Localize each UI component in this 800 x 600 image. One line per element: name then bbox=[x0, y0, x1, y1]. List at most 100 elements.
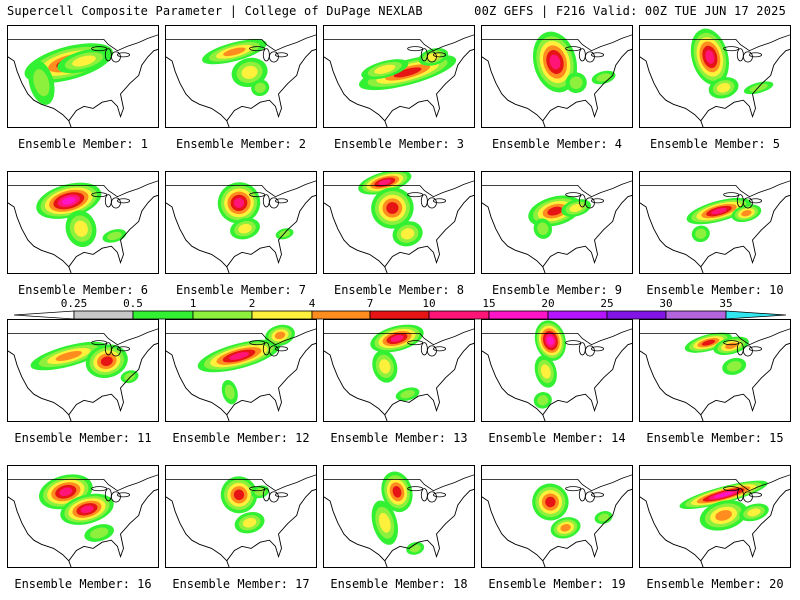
coastline bbox=[384, 120, 388, 127]
scp-level bbox=[701, 339, 716, 346]
color-scale-segment bbox=[488, 310, 549, 320]
great-lake bbox=[91, 46, 108, 52]
ensemble-member-label: Ensemble Member: 3 bbox=[333, 137, 465, 151]
scp-level bbox=[107, 231, 122, 241]
color-scale-segment bbox=[725, 310, 787, 320]
country-border bbox=[166, 328, 316, 346]
scp-contour bbox=[202, 39, 267, 65]
scp-contour bbox=[370, 324, 424, 353]
coastline bbox=[700, 414, 704, 421]
scp-contour bbox=[230, 218, 260, 240]
scp-level bbox=[72, 55, 96, 67]
scp-level bbox=[569, 76, 583, 90]
ensemble-member-label: Ensemble Member: 20 bbox=[646, 577, 784, 591]
scp-contour bbox=[361, 59, 409, 80]
scp-map bbox=[8, 474, 158, 567]
scp-map bbox=[324, 34, 474, 127]
great-lake bbox=[565, 340, 582, 346]
scp-level bbox=[61, 196, 76, 205]
coastline bbox=[226, 120, 230, 127]
scp-level bbox=[241, 65, 258, 79]
scp-contour bbox=[686, 197, 752, 225]
ensemble-member-label: Ensemble Member: 10 bbox=[646, 283, 784, 297]
coastline bbox=[8, 342, 158, 416]
great-lake bbox=[91, 192, 108, 198]
great-lake bbox=[723, 486, 740, 492]
scp-level bbox=[545, 496, 556, 508]
coastline bbox=[482, 48, 632, 122]
scp-contour bbox=[36, 182, 102, 219]
coastline bbox=[700, 560, 704, 567]
country-border bbox=[482, 328, 632, 346]
great-lake bbox=[749, 492, 762, 498]
scp-level bbox=[33, 69, 50, 97]
ensemble-map-panel bbox=[481, 465, 633, 568]
scp-level bbox=[274, 331, 286, 340]
ensemble-member-label: Ensemble Member: 1 bbox=[17, 137, 149, 151]
scp-contour bbox=[85, 344, 128, 379]
scp-level bbox=[59, 487, 73, 497]
coastline bbox=[166, 342, 316, 416]
scp-level bbox=[55, 351, 83, 361]
ensemble-member-label: Ensemble Member: 7 bbox=[175, 283, 307, 297]
great-lake bbox=[275, 346, 288, 352]
scp-map bbox=[640, 180, 790, 273]
scp-map bbox=[482, 320, 632, 421]
ensemble-map-panel bbox=[639, 171, 791, 274]
scp-level bbox=[749, 83, 768, 92]
great-lake bbox=[249, 486, 266, 492]
great-lake bbox=[565, 192, 582, 198]
scp-contour bbox=[550, 517, 581, 539]
great-lake bbox=[749, 198, 762, 204]
great-lake bbox=[262, 48, 270, 62]
color-scale-segment bbox=[547, 310, 608, 320]
country-border bbox=[640, 328, 790, 346]
great-lake bbox=[275, 492, 288, 498]
scp-level bbox=[537, 395, 549, 406]
coastline bbox=[482, 194, 632, 268]
scp-contour bbox=[231, 57, 268, 88]
scp-level bbox=[714, 491, 733, 498]
scp-level bbox=[392, 485, 402, 498]
scp-contour bbox=[561, 199, 592, 217]
country-border bbox=[640, 34, 790, 52]
scp-map bbox=[8, 328, 158, 421]
coastline bbox=[226, 414, 230, 421]
great-lake bbox=[407, 340, 424, 346]
color-scale-segment bbox=[311, 310, 371, 320]
color-scale-segment bbox=[606, 310, 667, 320]
scp-contour bbox=[591, 70, 616, 85]
scp-contour bbox=[594, 511, 613, 524]
great-lake bbox=[591, 198, 604, 204]
scp-map bbox=[324, 471, 474, 567]
scp-level bbox=[254, 82, 266, 93]
coastline bbox=[640, 194, 790, 268]
scp-contour bbox=[395, 387, 420, 401]
scp-level bbox=[242, 517, 257, 528]
great-lake bbox=[117, 492, 130, 498]
scp-contour bbox=[102, 229, 127, 243]
scp-level bbox=[233, 489, 245, 501]
great-lake bbox=[591, 492, 604, 498]
great-lake bbox=[91, 486, 108, 492]
country-border bbox=[166, 180, 316, 198]
scp-level bbox=[378, 179, 392, 186]
scp-contour bbox=[265, 324, 295, 347]
great-lake bbox=[749, 52, 762, 58]
ensemble-map-panel bbox=[165, 25, 317, 128]
great-lake bbox=[275, 198, 288, 204]
scp-level bbox=[741, 210, 752, 217]
scp-level bbox=[549, 54, 561, 70]
color-scale-segment bbox=[251, 310, 313, 320]
country-border bbox=[324, 474, 474, 492]
country-border bbox=[324, 180, 474, 198]
scp-map bbox=[166, 34, 316, 127]
great-lake bbox=[249, 46, 266, 52]
great-lake bbox=[420, 194, 428, 208]
ensemble-map-panel bbox=[7, 465, 159, 568]
great-lake bbox=[591, 52, 604, 58]
great-lake bbox=[104, 194, 112, 208]
ensemble-map-panel bbox=[639, 25, 791, 128]
scp-contour bbox=[28, 60, 55, 105]
great-lake bbox=[420, 342, 428, 356]
